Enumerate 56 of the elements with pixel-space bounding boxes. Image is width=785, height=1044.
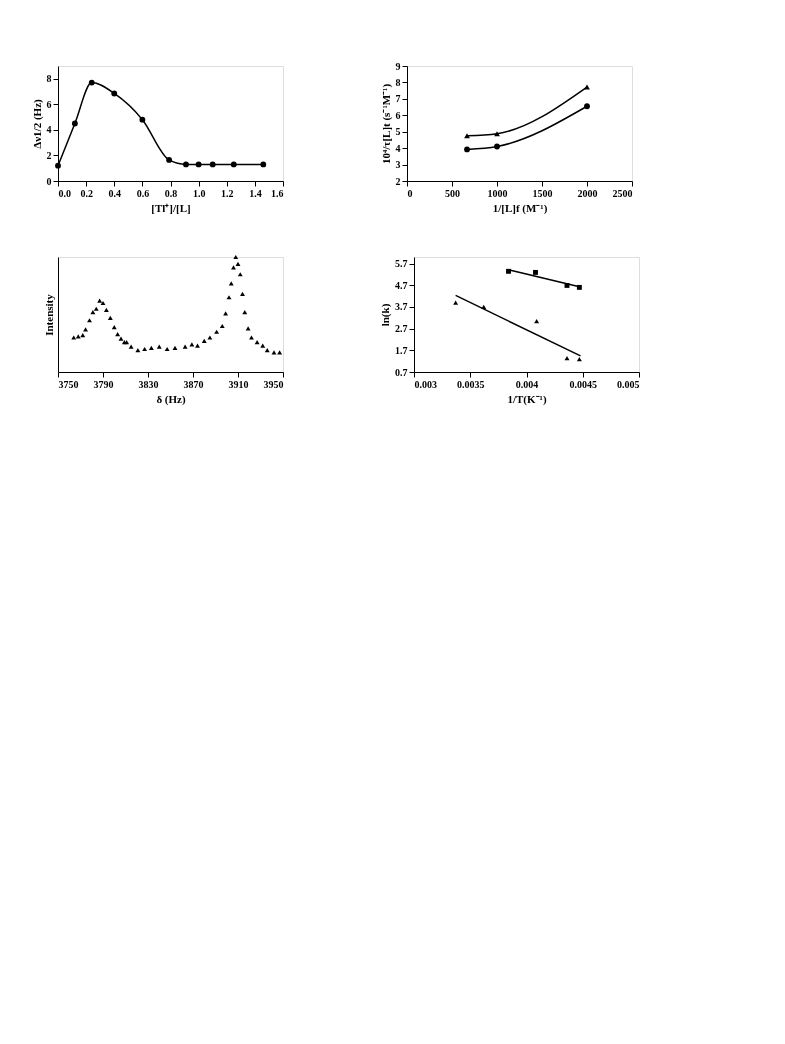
y-tick-label: 5.7 <box>395 258 408 270</box>
x-tick-label: 3790 <box>93 378 114 390</box>
x-tick-label: 3830 <box>138 378 159 390</box>
x-tick-label: 0.4 <box>108 187 121 199</box>
x-tick-label: 0.003 <box>414 378 437 390</box>
x-axis-title: [Tl⁺]/[L] <box>151 201 191 214</box>
y-tick-label: 2 <box>46 149 52 161</box>
x-tick-label: 2000 <box>577 187 598 199</box>
y-tick-label: 2 <box>395 175 401 187</box>
y-tick-label: 3.7 <box>395 301 408 313</box>
y-tick-label: 7 <box>395 93 401 105</box>
x-tick-label: 3950 <box>263 378 284 390</box>
x-tick-label: 0.2 <box>80 187 93 199</box>
x-tick-label: 1.2 <box>221 187 234 199</box>
x-tick-label: 0.0045 <box>569 378 597 390</box>
x-tick-label: 2500 <box>612 187 633 199</box>
y-tick-label: 8 <box>46 73 52 85</box>
x-tick-label: 1000 <box>487 187 508 199</box>
x-tick-label: 3910 <box>228 378 249 390</box>
x-tick-label: 3870 <box>183 378 204 390</box>
y-tick-label: 5 <box>395 126 401 138</box>
x-axis-title: 1/[L]f (M⁻¹) <box>492 201 548 215</box>
x-tick-label: 0.0035 <box>457 378 485 390</box>
y-tick-label: 4 <box>46 124 52 136</box>
y-tick-label: 6 <box>46 98 52 110</box>
point <box>464 146 470 153</box>
point <box>584 103 590 110</box>
x-tick-label: 3750 <box>58 378 79 390</box>
x-tick-label: 0.005 <box>617 378 640 390</box>
x-tick-label: 1.6 <box>271 187 284 199</box>
x-axis-title: δ (Hz) <box>156 392 186 406</box>
y-tick-label: 4.7 <box>395 279 408 291</box>
point <box>494 143 500 150</box>
y-tick-label: 3 <box>395 159 401 171</box>
y-tick-label: 8 <box>395 76 401 88</box>
x-tick-label: 0.0 <box>58 187 71 199</box>
y-tick-label: 0.7 <box>395 366 408 378</box>
x-axis-title: 1/T(K⁻¹) <box>507 392 547 406</box>
y-axis-title: ln(k) <box>379 303 392 327</box>
x-tick-label: 1.4 <box>249 187 262 199</box>
y-tick-label: 1.7 <box>395 344 408 356</box>
x-tick-label: 500 <box>445 187 460 199</box>
y-axis-title: Intensity <box>42 293 55 336</box>
x-tick-label: 0.8 <box>164 187 178 199</box>
x-tick-label: 1.0 <box>192 187 206 199</box>
y-axis-title: 10⁴/τ[L]t (s⁻¹M⁻¹) <box>379 83 393 165</box>
y-tick-label: 2.7 <box>395 323 408 335</box>
x-tick-label: 0.6 <box>136 187 150 199</box>
x-tick-label: 0.004 <box>515 378 539 390</box>
point <box>584 84 590 90</box>
y-axis-title: Δν1/2 (Hz) <box>30 98 44 149</box>
y-tick-label: 6 <box>395 109 401 121</box>
y-tick-label: 0 <box>46 175 52 187</box>
y-tick-label: 9 <box>395 60 401 72</box>
y-tick-label: 4 <box>395 142 401 154</box>
x-tick-label: 1500 <box>532 187 553 199</box>
